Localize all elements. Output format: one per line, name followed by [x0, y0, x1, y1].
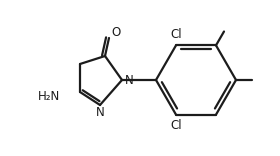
Text: O: O	[111, 25, 121, 39]
Text: N: N	[96, 107, 104, 119]
Text: Cl: Cl	[170, 119, 182, 132]
Text: N: N	[125, 73, 133, 86]
Text: Cl: Cl	[170, 28, 182, 41]
Text: H₂N: H₂N	[38, 90, 60, 102]
